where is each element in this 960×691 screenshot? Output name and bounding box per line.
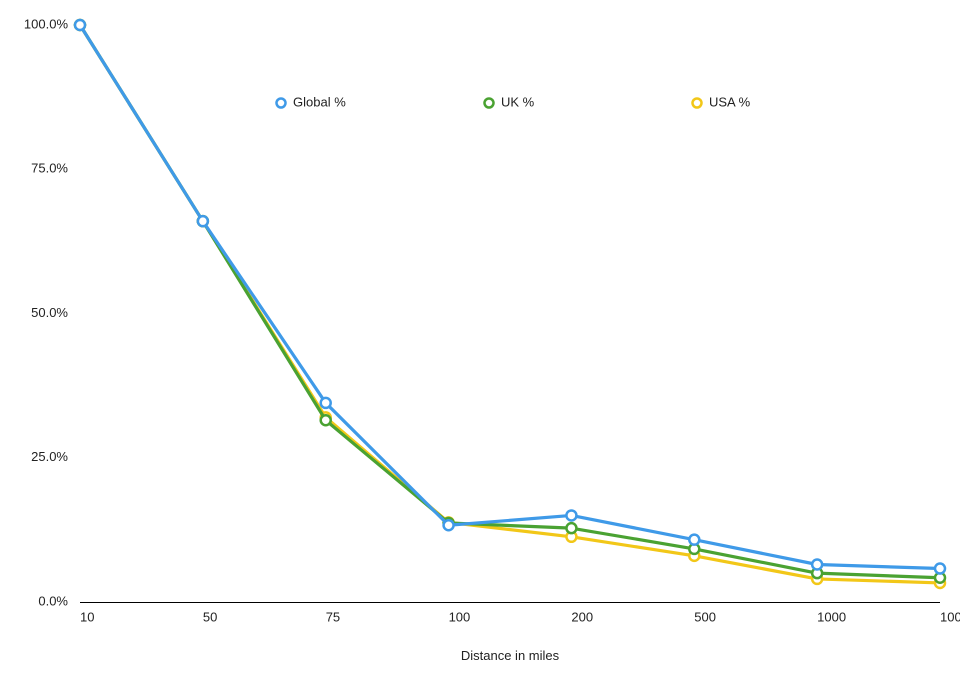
y-tick-label: 75.0%: [31, 161, 68, 176]
series-marker-global: [935, 564, 945, 574]
legend-label-uk: UK %: [501, 94, 535, 109]
x-tick-label: 10: [80, 610, 94, 625]
y-tick-label: 0.0%: [38, 593, 68, 608]
x-tick-label: 100: [449, 610, 471, 625]
series-marker-global: [444, 520, 454, 530]
series-marker-global: [198, 216, 208, 226]
x-tick-label: 75: [326, 610, 340, 625]
legend-marker-usa: [693, 99, 702, 108]
y-tick-label: 50.0%: [31, 305, 68, 320]
x-tick-label: 1000: [817, 610, 846, 625]
y-tick-label: 25.0%: [31, 449, 68, 464]
legend: Global % UK % USA %: [277, 94, 751, 109]
x-axis: 10 50 75 100 200 500 1000 1000+: [80, 610, 960, 625]
series-marker-uk: [321, 415, 331, 425]
x-tick-label: 1000+: [940, 610, 960, 625]
legend-marker-uk: [485, 99, 494, 108]
x-tick-label: 50: [203, 610, 217, 625]
legend-marker-global: [277, 99, 286, 108]
chart-container: 0.0% 25.0% 50.0% 75.0% 100.0% 10 50 75 100 200 50…: [0, 0, 960, 691]
legend-label-usa: USA %: [709, 94, 751, 109]
line-chart: 0.0% 25.0% 50.0% 75.0% 100.0% 10 50 75 100 200 50…: [0, 0, 960, 691]
legend-label-global: Global %: [293, 94, 346, 109]
series-marker-global: [566, 510, 576, 520]
y-axis: 0.0% 25.0% 50.0% 75.0% 100.0%: [24, 16, 69, 608]
series-marker-global: [75, 20, 85, 30]
series-marker-uk: [566, 523, 576, 533]
series-marker-global: [321, 398, 331, 408]
series-marker-global: [812, 559, 822, 569]
y-tick-label: 100.0%: [24, 16, 69, 31]
x-axis-title: Distance in miles: [461, 648, 560, 663]
x-tick-label: 200: [571, 610, 593, 625]
x-tick-label: 500: [694, 610, 716, 625]
series-marker-global: [689, 535, 699, 545]
